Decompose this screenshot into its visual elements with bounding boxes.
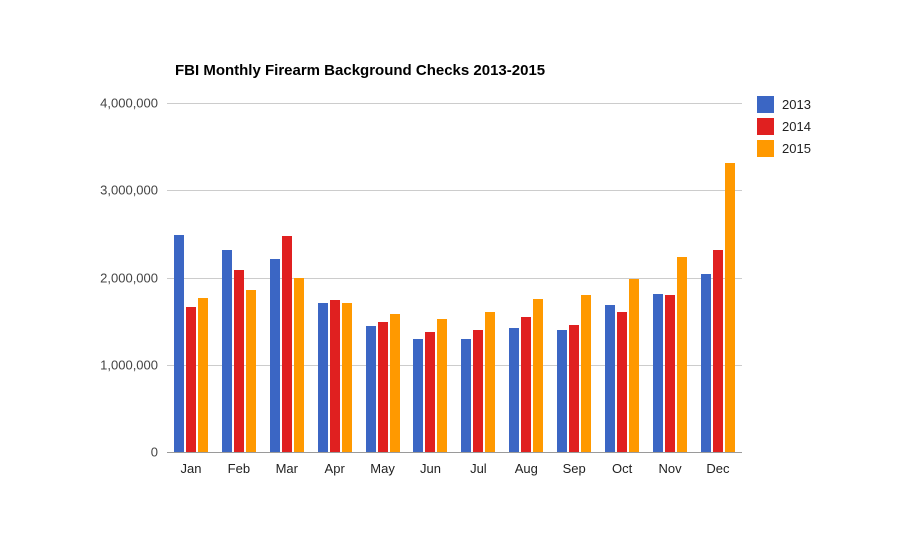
x-tick-label: Jun — [420, 461, 441, 476]
bar-group-aug — [509, 103, 544, 452]
bar-group-apr — [317, 103, 352, 452]
gridline — [167, 103, 742, 104]
bar-2014-jul — [473, 329, 484, 452]
bar-2014-feb — [233, 269, 244, 452]
bar-2015-oct — [629, 279, 640, 452]
y-tick-label: 3,000,000 — [100, 182, 158, 198]
legend: 2013 2014 2015 — [757, 96, 811, 157]
bar-2013-mar — [269, 259, 280, 452]
bar-2015-feb — [245, 289, 256, 452]
bar-2015-may — [389, 314, 400, 452]
x-tick-label: Dec — [706, 461, 730, 476]
x-axis-labels: Jan Feb Mar Apr May Jun Jul Aug Sep Oct Nov Dec — [167, 461, 742, 476]
bar-2014-apr — [329, 300, 340, 452]
plot-area — [167, 103, 742, 453]
bar-2015-jul — [485, 312, 496, 452]
bar-2015-dec — [724, 163, 735, 452]
x-tick-label: Jul — [470, 461, 487, 476]
bar-groups — [167, 103, 742, 452]
bar-2013-oct — [605, 304, 616, 452]
legend-swatch — [757, 118, 774, 135]
y-tick-label: 0 — [150, 444, 158, 460]
bar-2014-aug — [521, 316, 532, 452]
bar-2014-jan — [185, 307, 196, 452]
bar-2013-jan — [173, 234, 184, 452]
bar-2013-dec — [700, 274, 711, 452]
bar-2014-jun — [425, 331, 436, 452]
bar-2015-mar — [293, 277, 304, 452]
legend-item-2014: 2014 — [757, 118, 811, 135]
bar-2013-feb — [221, 250, 232, 452]
bar-2013-jul — [461, 339, 472, 452]
gridline — [167, 277, 742, 279]
bar-2015-nov — [677, 256, 688, 452]
bar-group-jan — [173, 103, 208, 452]
bar-2015-aug — [533, 299, 544, 452]
bar-2013-sep — [557, 329, 568, 452]
bar-2015-apr — [341, 302, 352, 452]
bar-group-oct — [605, 103, 640, 452]
bar-2013-may — [365, 326, 376, 452]
x-tick-label: Feb — [227, 461, 251, 476]
bar-2015-jun — [437, 318, 448, 452]
legend-swatch — [757, 140, 774, 157]
y-tick-label: 2,000,000 — [100, 270, 158, 285]
bar-2015-sep — [581, 294, 592, 452]
bar-group-jul — [461, 103, 496, 452]
y-tick-label: 4,000,000 — [100, 95, 158, 111]
x-tick-label: May — [370, 461, 395, 476]
bar-2014-dec — [712, 250, 723, 452]
bar-2015-jan — [197, 297, 208, 452]
bar-group-dec — [700, 103, 735, 452]
x-tick-label: Oct — [611, 461, 633, 476]
bar-2013-apr — [317, 302, 328, 452]
legend-item-2015: 2015 — [757, 140, 811, 157]
gridline — [167, 190, 742, 192]
x-tick-label: Aug — [514, 461, 538, 476]
gridline — [167, 452, 742, 453]
x-tick-label: Nov — [658, 461, 682, 476]
x-tick-label: Jan — [180, 461, 202, 476]
bar-2014-oct — [617, 312, 628, 452]
bar-group-nov — [653, 103, 688, 452]
bar-group-may — [365, 103, 400, 452]
bar-group-jun — [413, 103, 448, 452]
legend-item-2013: 2013 — [757, 96, 811, 113]
bar-2014-may — [377, 322, 388, 452]
legend-label: 2013 — [782, 97, 811, 112]
x-tick-label: Apr — [324, 461, 345, 476]
x-tick-label: Sep — [562, 461, 586, 476]
legend-label: 2014 — [782, 119, 811, 134]
bar-2013-nov — [653, 294, 664, 452]
bar-2014-mar — [281, 235, 292, 452]
legend-label: 2015 — [782, 141, 811, 156]
bar-group-sep — [557, 103, 592, 452]
bar-group-mar — [269, 103, 304, 452]
y-axis-labels: 0 1,000,000 2,000,000 3,000,000 4,000,000 — [50, 96, 158, 460]
bar-2014-sep — [569, 324, 580, 452]
bar-2013-jun — [413, 339, 424, 452]
bar-2013-aug — [509, 328, 520, 452]
bar-group-feb — [221, 103, 256, 452]
y-tick-label: 1,000,000 — [100, 357, 158, 373]
x-tick-label: Mar — [275, 461, 298, 476]
bar-2014-nov — [665, 294, 676, 452]
chart-title: FBI Monthly Firearm Background Checks 20… — [175, 62, 546, 79]
legend-swatch — [757, 96, 774, 113]
gridline — [167, 364, 742, 366]
